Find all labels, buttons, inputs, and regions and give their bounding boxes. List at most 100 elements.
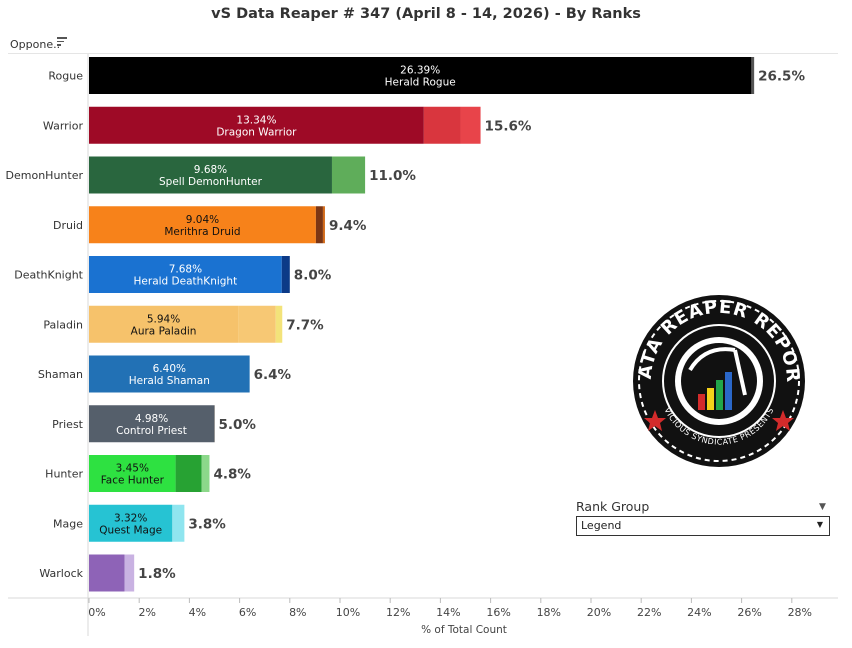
x-tick-label: 16% (486, 606, 510, 619)
bar-segment (89, 256, 282, 293)
x-tick-label: 14% (436, 606, 460, 619)
archetype-name-label: Herald DeathKnight (134, 276, 238, 288)
bar-segment (331, 156, 366, 194)
x-tick-label: 22% (637, 606, 661, 619)
bar-row: Hunter 4.8% 3.45%Face Hunter (45, 455, 251, 492)
total-label: 4.8% (213, 467, 251, 483)
archetype-percent-label: 6.40% (153, 363, 186, 375)
x-tick-label: 6% (239, 606, 256, 619)
bar-row: DemonHunter 11.0% 9.68%Spell DemonHunter (6, 156, 416, 194)
category-label: Priest (52, 418, 84, 431)
archetype-percent-label: 26.39% (400, 65, 440, 77)
bar-row: Warrior 15.6% 13.34%Dragon Warrior (43, 106, 532, 144)
archetype-percent-label: 13.34% (236, 114, 276, 126)
archetype-name-label: Face Hunter (101, 475, 165, 487)
bar-segment (89, 57, 752, 94)
sort-field-label[interactable]: Oppone.. (10, 38, 61, 51)
total-label: 5.0% (219, 417, 257, 433)
bar-segment (751, 57, 755, 94)
category-label: Rogue (48, 70, 83, 83)
bar-row: Warlock 1.8% (39, 554, 176, 592)
x-tick-label: 20% (587, 606, 611, 619)
sort-icon[interactable] (57, 37, 67, 47)
category-label: Hunter (45, 468, 83, 481)
total-label: 26.5% (758, 69, 805, 85)
total-label: 8.0% (294, 268, 332, 284)
archetype-percent-label: 4.98% (135, 413, 168, 425)
total-label: 15.6% (485, 118, 532, 134)
bar-segment (315, 206, 323, 244)
rank-group-label: Rank Group (576, 499, 650, 514)
bar-segment (89, 504, 173, 542)
archetype-percent-label: 7.68% (169, 264, 202, 276)
header-divider (8, 53, 838, 54)
bar-segment (89, 455, 176, 492)
rank-group-value: Legend (581, 519, 622, 532)
archetype-percent-label: 5.94% (147, 313, 180, 325)
category-label: DeathKnight (14, 269, 83, 282)
bar-row: DeathKnight 8.0% 7.68%Herald DeathKnight (14, 256, 332, 293)
total-label: 3.8% (188, 516, 226, 532)
total-label: 9.4% (329, 218, 367, 234)
x-tick-label: 28% (788, 606, 812, 619)
bar-segment (322, 206, 325, 244)
chevron-down-icon: ▼ (816, 520, 823, 529)
total-label: 6.4% (254, 367, 292, 383)
total-label: 7.7% (286, 317, 324, 333)
x-tick-label: 24% (687, 606, 711, 619)
x-axis-label: % of Total Count (421, 624, 507, 636)
total-label: 1.8% (138, 566, 176, 582)
category-label: Druid (53, 219, 83, 232)
x-tick-label: 2% (138, 606, 155, 619)
x-tick-label: 10% (336, 606, 360, 619)
category-label: DemonHunter (6, 169, 84, 182)
x-tick-label: 18% (537, 606, 561, 619)
archetype-name-label: Merithra Druid (164, 226, 240, 238)
bar-row: Druid 9.4% 9.04%Merithra Druid (53, 206, 367, 244)
x-tick-label: 26% (737, 606, 761, 619)
bar-segment (89, 554, 125, 592)
bar-segment (238, 305, 276, 343)
bar-segment (124, 554, 135, 592)
archetype-name-label: Herald Rogue (385, 77, 456, 89)
archetype-name-label: Herald Shaman (129, 375, 210, 387)
archetype-percent-label: 3.32% (114, 512, 147, 524)
archetype-percent-label: 3.45% (116, 463, 149, 475)
total-label: 11.0% (369, 168, 416, 184)
archetype-name-label: Quest Mage (99, 524, 162, 536)
archetype-name-label: Aura Paladin (131, 325, 197, 337)
archetype-name-label: Dragon Warrior (216, 126, 297, 138)
bar-segment (201, 455, 210, 492)
bar-segment (275, 305, 283, 343)
category-label: Shaman (38, 368, 83, 381)
rank-group-menu-icon[interactable]: ▼ (819, 502, 826, 512)
bar-segment (423, 106, 461, 144)
bar-segment (89, 106, 424, 144)
bar-segment (89, 305, 239, 343)
archetype-name-label: Spell DemonHunter (159, 176, 263, 188)
x-tick-label: 8% (289, 606, 306, 619)
bar-segment (213, 405, 215, 443)
bar-segment (175, 455, 202, 492)
bar-segment (89, 355, 250, 393)
archetype-percent-label: 9.04% (186, 214, 219, 226)
x-tick-label: 0% (88, 606, 105, 619)
category-label: Warlock (39, 567, 83, 580)
bar-row: Mage 3.8% 3.32%Quest Mage (53, 504, 226, 542)
bar-row: Paladin 7.7% 5.94%Aura Paladin (43, 305, 324, 343)
bar-row: Rogue 26.5% 26.39%Herald Rogue (48, 57, 805, 94)
bar-row: Priest 5.0% 4.98%Control Priest (52, 405, 257, 443)
bar-segment (89, 405, 214, 443)
x-tick-label: 12% (386, 606, 410, 619)
archetype-percent-label: 9.68% (194, 164, 227, 176)
rank-group-select[interactable]: Legend ▼ (576, 516, 830, 536)
bar-segment (460, 106, 481, 144)
x-tick-label: 4% (189, 606, 206, 619)
category-label: Mage (53, 517, 83, 530)
chart-title: vS Data Reaper # 347 (April 8 - 14, 2026… (211, 6, 641, 22)
bar-segment (172, 504, 185, 542)
category-label: Paladin (43, 318, 83, 331)
bar-segment (281, 256, 290, 293)
archetype-name-label: Control Priest (116, 425, 187, 437)
